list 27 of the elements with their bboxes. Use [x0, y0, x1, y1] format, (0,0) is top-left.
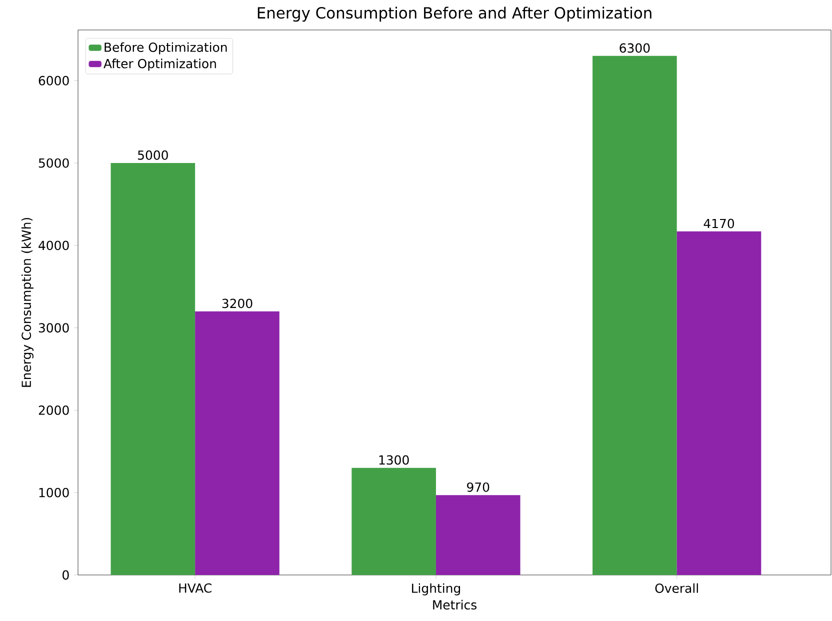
- data-label: 4170: [704, 218, 734, 228]
- data-label: 6300: [620, 43, 650, 53]
- bar: [352, 468, 436, 575]
- bar: [676, 231, 762, 575]
- y-tick-label: 4000: [38, 240, 69, 250]
- bar: [436, 495, 520, 575]
- chart-title: Energy Consumption Before and After Optimization: [258, 6, 652, 22]
- x-tick-label: HVAC: [179, 583, 212, 593]
- data-label: 3200: [222, 298, 252, 308]
- data-label: 970: [467, 482, 490, 492]
- bar: [195, 311, 280, 575]
- x-axis-title: Metrics: [433, 600, 476, 610]
- bar: [110, 163, 196, 575]
- data-label: 5000: [138, 150, 168, 160]
- bar: [592, 56, 677, 575]
- y-tick-label: 0: [62, 570, 69, 580]
- y-tick-label: 3000: [38, 323, 69, 333]
- y-tick-label: 6000: [38, 76, 69, 86]
- y-tick-label: 1000: [39, 488, 69, 498]
- data-label: 1300: [379, 455, 409, 465]
- y-tick-label: 2000: [38, 405, 69, 415]
- x-tick-label: Overall: [655, 583, 698, 593]
- legend-label: After Optimization: [104, 58, 216, 71]
- x-tick-label: Lighting: [412, 583, 460, 596]
- legend-label: Before Optimization: [104, 42, 227, 54]
- y-axis-title: Energy Consumption (kWh): [21, 218, 34, 387]
- y-tick-label: 5000: [38, 158, 69, 168]
